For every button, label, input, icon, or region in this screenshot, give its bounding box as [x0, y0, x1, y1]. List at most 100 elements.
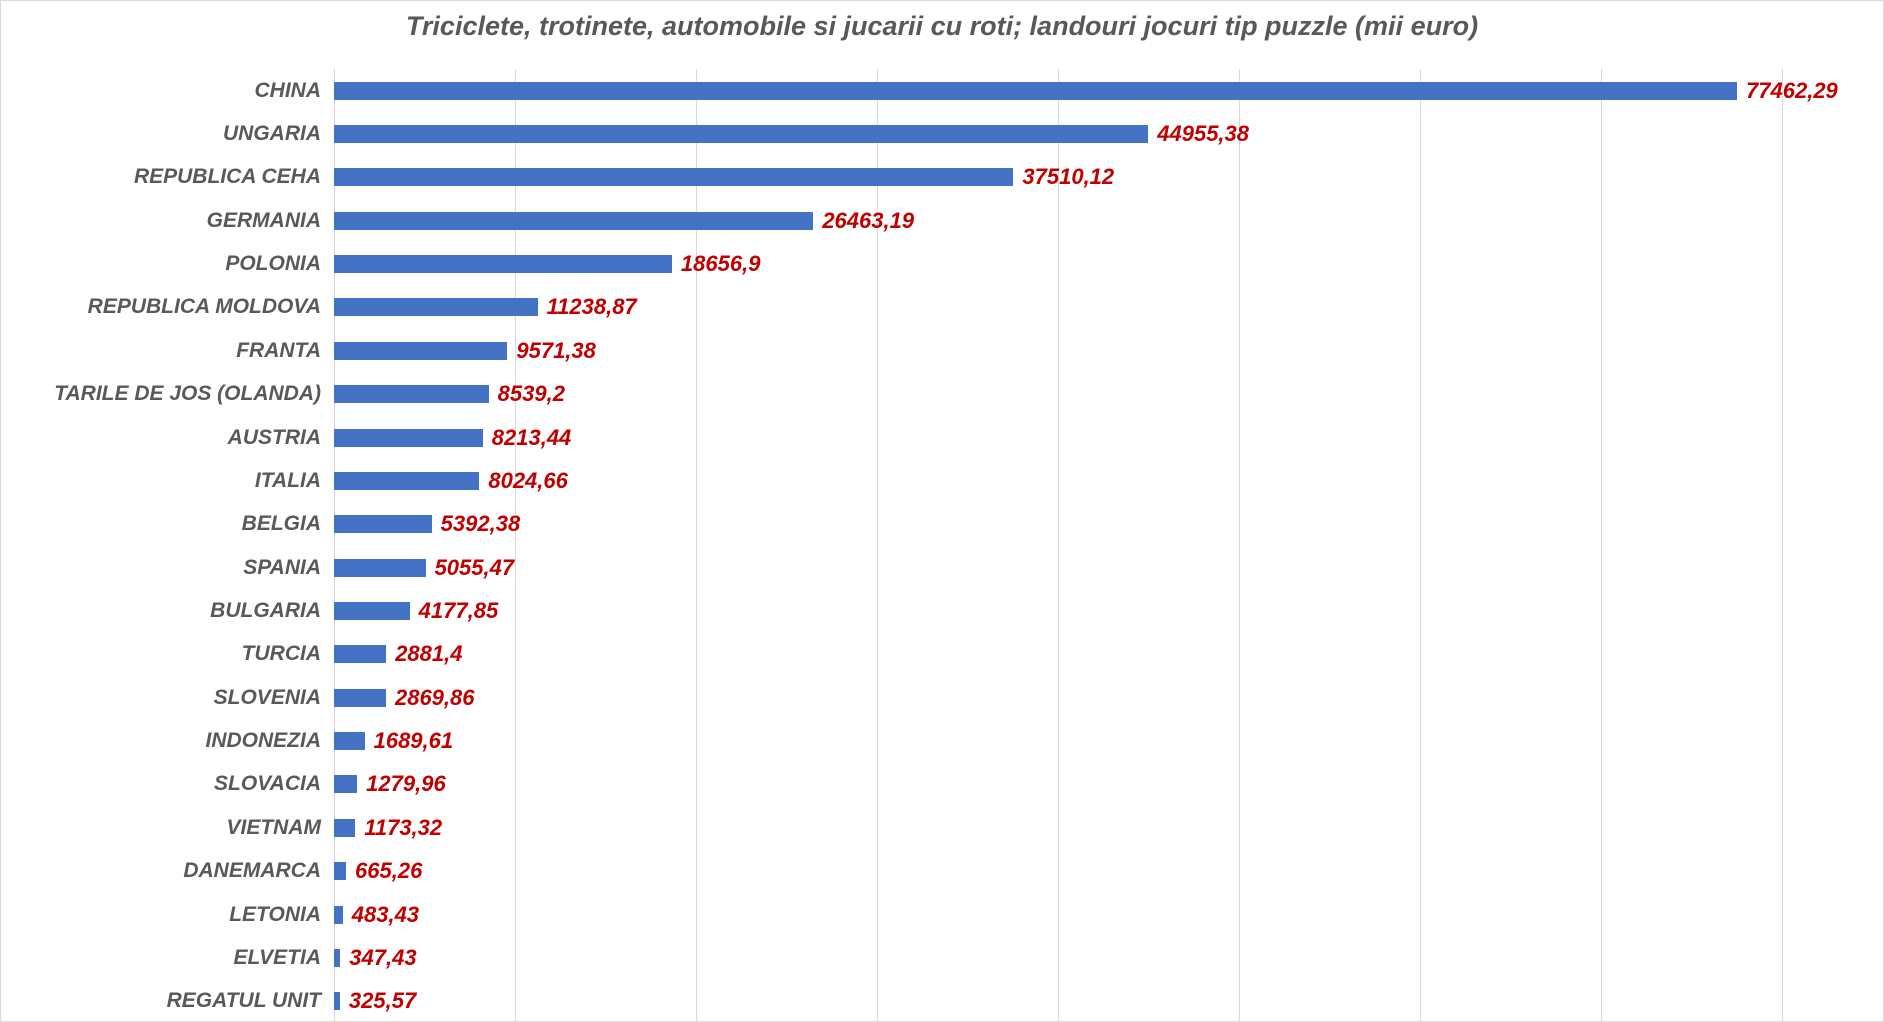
bar-row: VIETNAM 1173,32 — [1, 806, 1883, 849]
bar-row: REPUBLICA CEHA 37510,12 — [1, 156, 1883, 199]
bar[interactable] — [334, 471, 480, 490]
gridline-70000 — [1601, 69, 1602, 1021]
category-label: FRANTA — [236, 338, 321, 362]
category-label: AUSTRIA — [227, 425, 321, 449]
value-label: 37510,12 — [1022, 164, 1115, 190]
value-label: 8024,66 — [488, 467, 568, 493]
category-label: TURCIA — [241, 642, 321, 666]
value-label: 4177,85 — [418, 597, 499, 623]
bar-row: REPUBLICA MOLDOVA 11238,87 — [1, 286, 1883, 329]
bar[interactable] — [334, 341, 508, 360]
value-label: 347,43 — [349, 944, 417, 970]
bar-track: 77462,29 — [334, 69, 1838, 112]
bar-track: 37510,12 — [334, 156, 1783, 199]
bar-track: 9571,38 — [334, 329, 1783, 372]
gridline-30000 — [877, 69, 878, 1021]
category-label: DANEMARCA — [183, 859, 321, 883]
value-label: 2881,4 — [395, 641, 463, 667]
category-label: ELVETIA — [233, 945, 321, 969]
chart-title: Triciclete, trotinete, automobile si juc… — [405, 11, 1479, 41]
bar[interactable] — [334, 688, 386, 707]
bar-row: SPANIA 5055,47 — [1, 546, 1883, 589]
bar-track: 26463,19 — [334, 199, 1783, 242]
bar-track: 8024,66 — [334, 459, 1783, 502]
bar[interactable] — [334, 948, 341, 967]
bar-row: DANEMARCA 665,26 — [1, 849, 1883, 892]
gridline-10000 — [515, 69, 516, 1021]
bar[interactable] — [334, 558, 426, 577]
bar[interactable] — [334, 818, 356, 837]
bar[interactable] — [334, 992, 340, 1011]
bar-track: 483,43 — [334, 893, 1783, 936]
value-label: 8539,2 — [497, 381, 565, 407]
category-label: BELGIA — [241, 512, 321, 536]
category-label: LETONIA — [229, 902, 321, 926]
bar[interactable] — [334, 211, 814, 230]
bar-track: 1173,32 — [334, 806, 1783, 849]
bar[interactable] — [334, 298, 538, 317]
bar-track: 2881,4 — [334, 633, 1783, 676]
bar-track: 11238,87 — [334, 286, 1783, 329]
category-label: INDONEZIA — [205, 729, 322, 753]
value-label: 665,26 — [355, 858, 423, 884]
gridline-80000 — [1782, 69, 1783, 1021]
category-label: SLOVACIA — [214, 772, 321, 796]
bar-track: 4177,85 — [334, 589, 1783, 632]
bar-row: SLOVACIA 1279,96 — [1, 763, 1883, 806]
bar-row: TURCIA 2881,4 — [1, 633, 1883, 676]
bar[interactable] — [334, 905, 343, 924]
value-label: 8213,44 — [491, 424, 572, 450]
bar[interactable] — [334, 385, 489, 404]
category-label: POLONIA — [225, 252, 321, 276]
bar[interactable] — [334, 601, 410, 620]
category-label: UNGARIA — [223, 122, 321, 146]
bar[interactable] — [334, 255, 672, 274]
bar[interactable] — [334, 515, 432, 534]
bar[interactable] — [334, 775, 358, 794]
bar[interactable] — [334, 428, 483, 447]
value-label: 2869,86 — [394, 684, 475, 710]
value-label: 5392,38 — [440, 511, 521, 537]
bar-row: REGATUL UNIT 325,57 — [1, 980, 1883, 1021]
bar-track: 325,57 — [334, 980, 1783, 1021]
bar-rows: CHINA 77462,29 UNGARIA 44955,38 REPUBLICA CE… — [1, 69, 1883, 1021]
bar-row: ELVETIA 347,43 — [1, 936, 1883, 979]
bar-row: POLONIA 18656,9 — [1, 242, 1883, 285]
bar-track: 8539,2 — [334, 373, 1783, 416]
bar[interactable] — [334, 81, 1738, 100]
bar-track: 44955,38 — [334, 112, 1783, 155]
bar[interactable] — [334, 645, 387, 664]
value-label: 44955,38 — [1157, 121, 1250, 147]
category-label: REGATUL UNIT — [166, 989, 321, 1013]
gridline-40000 — [1058, 69, 1059, 1021]
bar-row: FRANTA 9571,38 — [1, 329, 1883, 372]
gridline-20000 — [696, 69, 697, 1021]
value-label: 9571,38 — [516, 337, 596, 363]
value-label: 18656,9 — [680, 251, 761, 277]
category-label: SPANIA — [243, 555, 321, 579]
bar-row: SLOVENIA 2869,86 — [1, 676, 1883, 719]
bar-track: 1689,61 — [334, 719, 1783, 762]
bar-row: BELGIA 5392,38 — [1, 503, 1883, 546]
bar-track: 8213,44 — [334, 416, 1783, 459]
bar[interactable] — [334, 168, 1014, 187]
value-label: 1689,61 — [373, 728, 454, 754]
bar[interactable] — [334, 125, 1149, 144]
gridlines — [1, 69, 1883, 1021]
bar[interactable] — [334, 862, 347, 881]
bar-row: INDONEZIA 1689,61 — [1, 719, 1883, 762]
category-label: TARILE DE JOS (OLANDA) — [54, 382, 321, 406]
category-label: REPUBLICA MOLDOVA — [87, 295, 321, 319]
value-label: 1279,96 — [366, 771, 446, 797]
bar[interactable] — [334, 732, 365, 751]
gridline-50000 — [1239, 69, 1240, 1021]
category-label: CHINA — [254, 78, 322, 102]
bar-row: ITALIA 8024,66 — [1, 459, 1883, 502]
bar-track: 5392,38 — [334, 503, 1783, 546]
bar-row: BULGARIA 4177,85 — [1, 589, 1883, 632]
bar-row: CHINA 77462,29 — [1, 69, 1883, 112]
value-label: 11238,87 — [546, 294, 637, 320]
value-label: 483,43 — [351, 901, 420, 927]
value-label: 26463,19 — [822, 207, 915, 233]
